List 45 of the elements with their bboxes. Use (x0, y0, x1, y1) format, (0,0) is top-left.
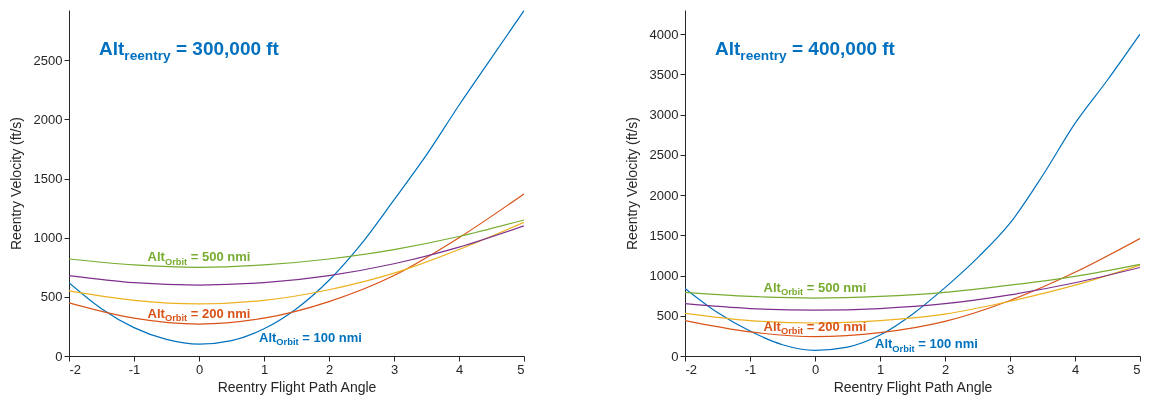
x-axis-title: Reentry Flight Path Angle (833, 378, 993, 395)
y-tick-label: 3500 (649, 66, 679, 82)
x-tick-label: 2 (941, 361, 950, 377)
y-tick-label: 1000 (33, 230, 63, 246)
y-tick-label: 1000 (649, 268, 679, 284)
line-series (69, 219, 524, 268)
y-tick-label: 1500 (649, 227, 679, 243)
y-tick-label: 500 (656, 308, 679, 324)
line-series (69, 193, 524, 325)
y-tick-label: 0 (671, 348, 679, 364)
x-tick-label: 4 (1071, 361, 1080, 377)
x-tick-label: 0 (195, 361, 204, 377)
x-tick-label: -2 (685, 361, 698, 377)
x-tick-label: 1 (260, 361, 269, 377)
y-tick-label: 2000 (33, 111, 63, 127)
x-tick-label: 3 (1006, 361, 1015, 377)
y-tick-label: 1500 (33, 171, 63, 187)
y-tick-label: 500 (40, 289, 63, 305)
y-tick-label: 4000 (649, 26, 679, 42)
x-tick-label: 1 (876, 361, 885, 377)
line-series (685, 266, 1140, 311)
x-tick-label: 4 (455, 361, 464, 377)
line-series (685, 33, 1140, 351)
line-series (69, 225, 524, 286)
x-tick-label: 2 (325, 361, 334, 377)
x-tick-label: -1 (128, 361, 141, 377)
y-tick-label: 2500 (33, 52, 63, 68)
x-tick-label: 3 (390, 361, 399, 377)
x-tick-label: 5 (517, 361, 525, 377)
line-series (685, 263, 1140, 299)
y-tick-label: 2500 (649, 147, 679, 163)
line-series (69, 10, 524, 345)
y-axis-title: Reentry Velocity (ft/s) (7, 116, 24, 251)
y-tick-label: 3000 (649, 107, 679, 123)
x-tick-label: 5 (1133, 361, 1141, 377)
y-tick-label: 2000 (649, 187, 679, 203)
x-tick-label: -1 (744, 361, 757, 377)
x-axis-title: Reentry Flight Path Angle (217, 378, 377, 395)
line-series (69, 221, 524, 305)
x-tick-label: -2 (69, 361, 82, 377)
x-tick-label: 0 (811, 361, 820, 377)
line-series (685, 264, 1140, 324)
y-axis-title: Reentry Velocity (ft/s) (623, 116, 640, 251)
line-series (685, 237, 1140, 338)
y-tick-label: 0 (55, 348, 63, 364)
